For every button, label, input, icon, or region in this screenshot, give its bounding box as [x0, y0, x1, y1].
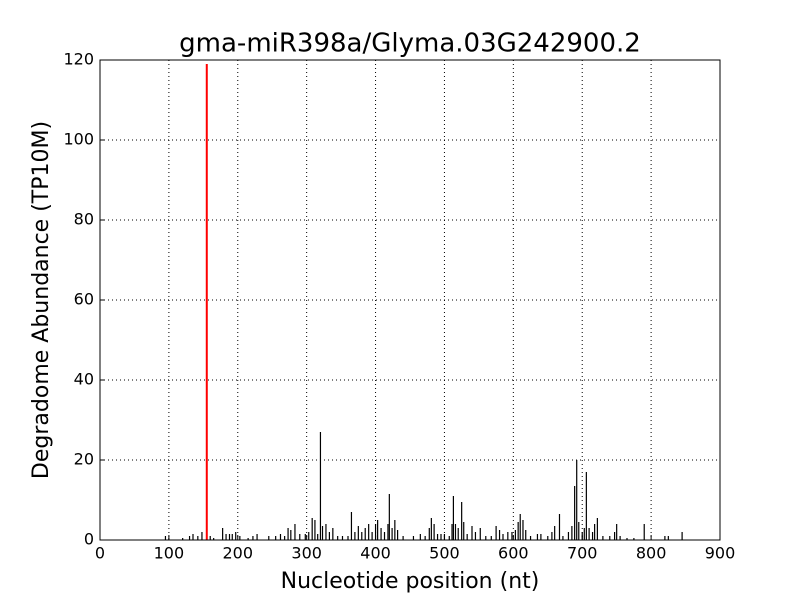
x-tick-label: 900	[705, 544, 736, 563]
y-tick-label: 0	[84, 530, 94, 549]
y-tick-label: 80	[74, 210, 94, 229]
chart-title: gma-miR398a/Glyma.03G242900.2	[179, 29, 641, 59]
x-tick-label: 800	[636, 544, 667, 563]
y-tick-label: 100	[63, 130, 94, 149]
x-tick-label: 700	[567, 544, 598, 563]
y-tick-label: 120	[63, 50, 94, 69]
x-tick-label: 200	[223, 544, 254, 563]
y-axis-label: Degradome Abundance (TP10M)	[29, 121, 54, 479]
x-axis-label: Nucleotide position (nt)	[281, 569, 540, 594]
x-tick-label: 300	[291, 544, 322, 563]
x-tick-label: 400	[360, 544, 391, 563]
y-tick-label: 40	[74, 370, 94, 389]
y-tick-label: 60	[74, 290, 94, 309]
y-tick-label: 20	[74, 450, 94, 469]
x-tick-label: 0	[95, 544, 105, 563]
plot-frame	[99, 59, 721, 541]
x-tick-label: 500	[429, 544, 460, 563]
x-tick-label: 600	[498, 544, 529, 563]
x-tick-label: 100	[154, 544, 185, 563]
